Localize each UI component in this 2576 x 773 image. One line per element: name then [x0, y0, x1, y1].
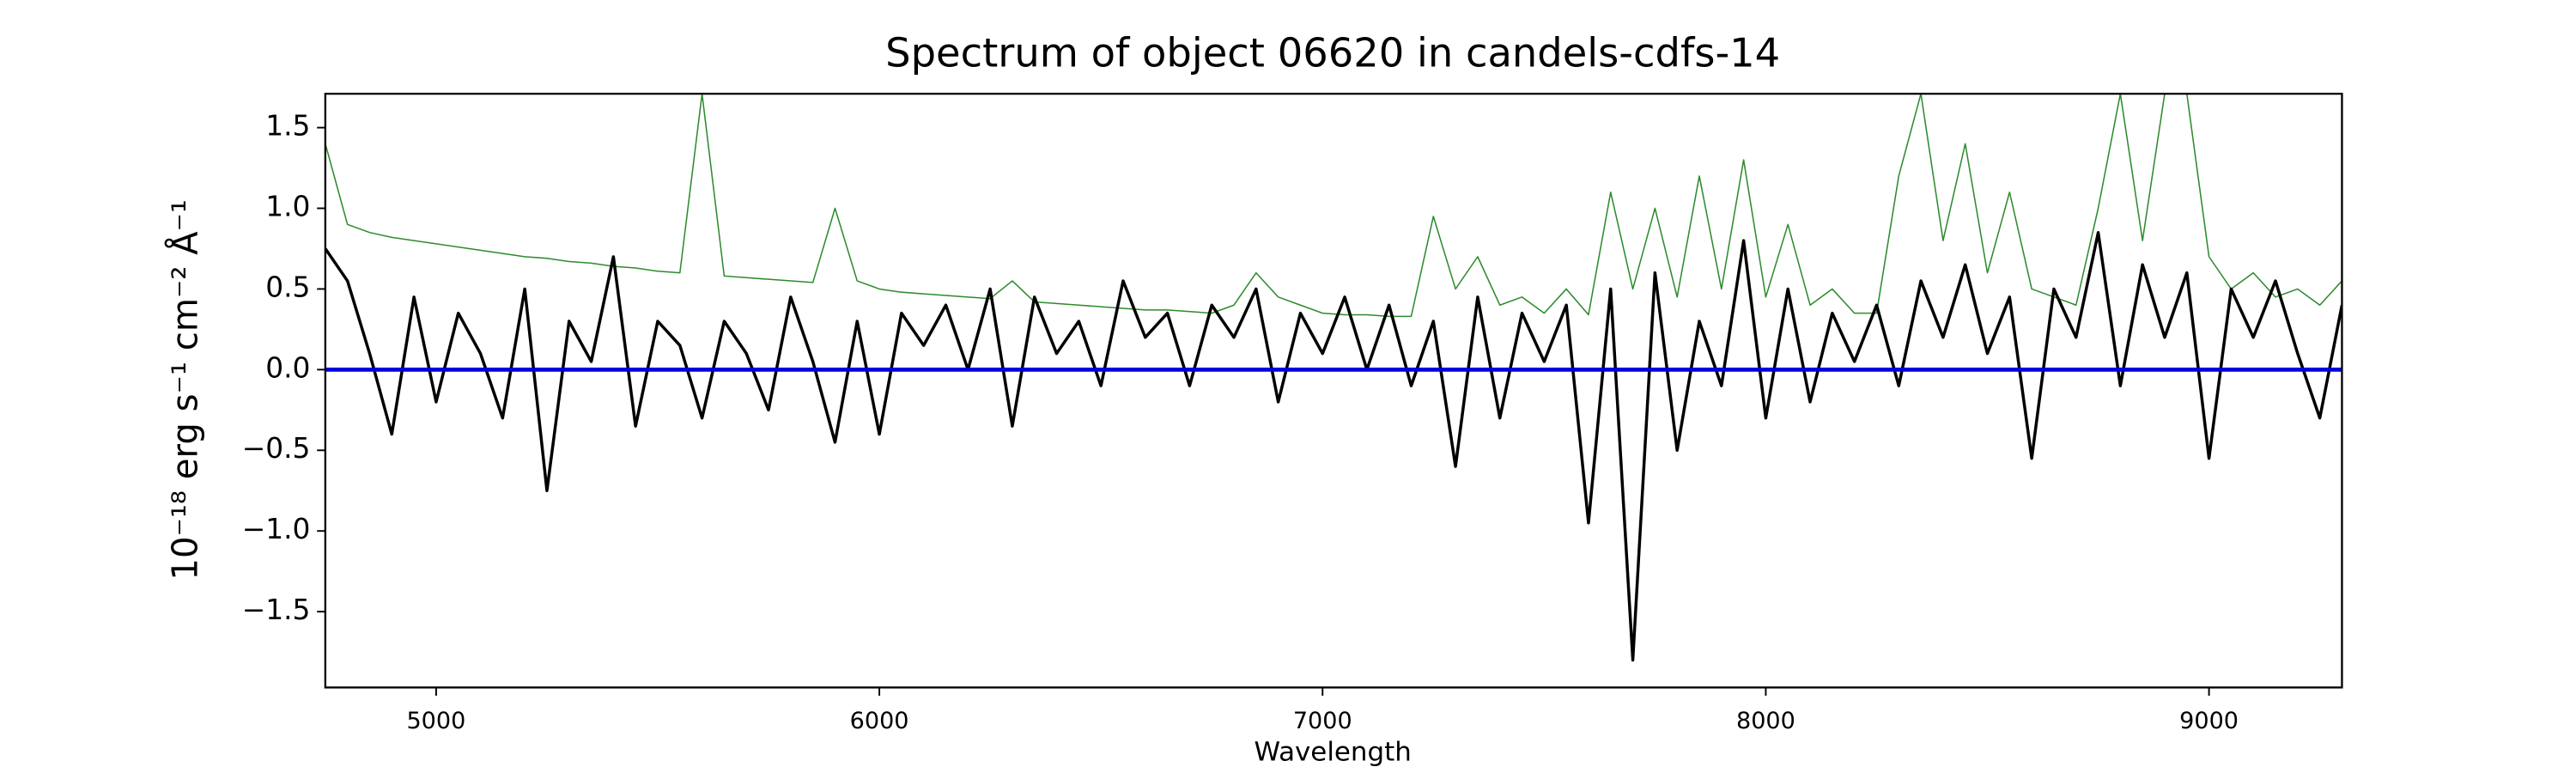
- y-tick-label: −0.5: [242, 432, 311, 465]
- x-tick-label: 6000: [850, 708, 909, 734]
- y-tick-label: 0.5: [265, 271, 310, 304]
- y-tick-label: 1.5: [265, 110, 310, 143]
- axes-frame: [324, 93, 2343, 689]
- spectrum-line: [325, 94, 2342, 318]
- x-axis-label: Wavelength: [1255, 737, 1412, 768]
- y-tick-label: 1.0: [265, 191, 310, 223]
- y-tick-label: −1.0: [242, 513, 311, 545]
- x-tick-label: 7000: [1293, 708, 1352, 734]
- x-tick-label: 9000: [2179, 708, 2239, 734]
- x-tick-label: 5000: [406, 708, 465, 734]
- y-axis-label: 10⁻¹⁸ erg s⁻¹ cm⁻² Å⁻¹: [164, 199, 205, 581]
- y-tick-label: −1.5: [242, 593, 311, 626]
- y-tick-label: 0.0: [265, 351, 310, 384]
- chart-title: Spectrum of object 06620 in candels-cdfs…: [885, 30, 1780, 76]
- plot-area: [325, 94, 2342, 662]
- spectrum-line: [325, 230, 2342, 662]
- x-tick-label: 8000: [1736, 708, 1795, 734]
